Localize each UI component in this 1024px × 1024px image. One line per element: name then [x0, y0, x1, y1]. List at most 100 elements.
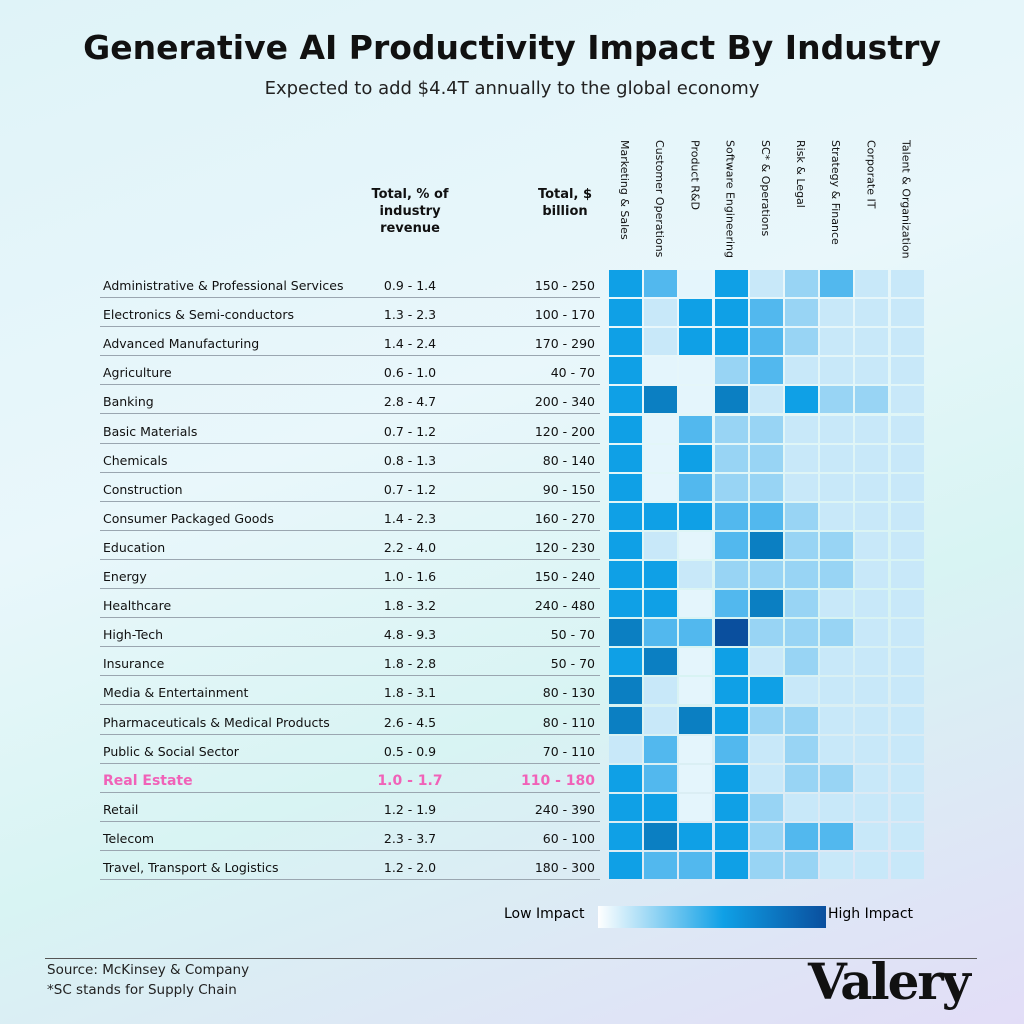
heat-cell	[749, 531, 783, 559]
heat-cell	[749, 299, 783, 327]
function-header: Customer Operations	[653, 140, 667, 258]
heat-cell	[785, 561, 818, 588]
revenue-range: 2.6 - 4.5	[383, 714, 437, 730]
heat-cell	[679, 473, 713, 501]
heat-cell	[890, 270, 924, 297]
heat-cell	[679, 270, 713, 297]
industry-name: High-Tech	[103, 627, 164, 643]
heat-cell	[785, 677, 818, 705]
heat-cell	[855, 502, 889, 530]
heat-cell	[890, 299, 924, 327]
subtitle: Expected to add $4.4T annually to the gl…	[264, 78, 760, 99]
legend-low: Low Impact	[504, 906, 585, 922]
heat-cell	[644, 328, 678, 356]
heat-cell	[749, 735, 783, 763]
row-rule	[100, 384, 600, 386]
heat-cell	[644, 822, 678, 850]
function-header: Talent & Organization	[899, 140, 913, 259]
total-range: 120 - 230	[534, 539, 595, 555]
function-header: Strategy & Finance	[829, 140, 843, 245]
row-rule	[100, 588, 600, 589]
heat-cell	[785, 852, 818, 879]
total-range: 40 - 70	[550, 365, 595, 381]
heat-cell	[714, 531, 748, 559]
heat-cell	[644, 386, 678, 414]
heat-cell	[749, 619, 783, 647]
heat-cell	[820, 590, 854, 618]
heat-cell	[679, 328, 713, 356]
total-range: 240 - 390	[534, 801, 595, 817]
heat-cell	[890, 822, 924, 850]
heat-cell	[820, 299, 854, 327]
heat-cell	[609, 706, 642, 734]
heat-cell	[609, 415, 642, 443]
heat-cell	[609, 852, 642, 879]
revenue-range: 2.8 - 4.7	[383, 394, 437, 410]
heat-cell	[855, 444, 889, 472]
heat-cell	[644, 764, 678, 792]
heat-cell	[890, 328, 924, 356]
heat-cell	[785, 502, 818, 530]
total-range: 50 - 70	[550, 627, 595, 643]
industry-name: Public & Social Sector	[103, 743, 239, 759]
footer-rule	[45, 958, 977, 959]
heat-cell	[785, 270, 818, 297]
heat-cell	[714, 444, 748, 472]
industry-name: Administrative & Professional Services	[103, 278, 344, 293]
heat-cell	[679, 677, 713, 705]
heat-cell	[749, 473, 783, 501]
industry-name: Energy	[103, 569, 147, 584]
revenue-range: 1.2 - 1.9	[383, 801, 437, 817]
heat-cell	[785, 648, 818, 676]
heat-cell	[749, 648, 783, 676]
total-range: 80 - 130	[542, 685, 595, 701]
heat-cell	[679, 735, 713, 763]
heat-cell	[644, 502, 678, 530]
heat-cell	[714, 386, 748, 414]
industry-name: Basic Materials	[103, 423, 198, 439]
industry-name: Consumer Packaged Goods	[103, 510, 274, 526]
heat-cell	[644, 735, 678, 763]
heat-cell	[609, 473, 642, 501]
heat-cell	[749, 852, 783, 879]
row-rule	[100, 617, 600, 619]
heat-cell	[855, 648, 889, 676]
heat-cell	[785, 328, 818, 356]
heat-cell	[644, 561, 678, 588]
heat-cell	[679, 706, 713, 734]
heat-cell	[785, 299, 818, 327]
revenue-range: 1.8 - 2.8	[383, 656, 437, 672]
total-range: 180 - 300	[534, 860, 595, 875]
total-range: 200 - 340	[534, 394, 595, 410]
heat-cell	[609, 502, 642, 530]
revenue-range: 1.2 - 2.0	[383, 860, 437, 875]
revenue-range: 1.4 - 2.4	[383, 336, 437, 352]
heat-cell	[820, 328, 854, 356]
industry-name: Banking	[103, 394, 154, 410]
row-rule	[100, 413, 600, 415]
heat-cell	[609, 735, 642, 763]
heat-cell	[749, 444, 783, 472]
heat-cell	[820, 793, 854, 821]
heat-cell	[785, 735, 818, 763]
heat-cell	[749, 386, 783, 414]
heat-cell	[820, 270, 854, 297]
heat-cell	[714, 852, 748, 879]
heat-cell	[714, 735, 748, 763]
row-rule	[100, 675, 600, 677]
heat-cell	[890, 415, 924, 443]
row-rule	[100, 529, 600, 531]
heat-cell	[855, 852, 889, 879]
heat-cell	[820, 735, 854, 763]
heat-cell	[644, 270, 678, 297]
heat-cell	[855, 415, 889, 443]
heat-cell	[609, 531, 642, 559]
heat-cell	[714, 561, 748, 588]
total-range: 170 - 290	[534, 336, 595, 352]
heat-cell	[644, 444, 678, 472]
heat-cell	[714, 415, 748, 443]
heat-cell	[644, 415, 678, 443]
heat-cell	[820, 561, 854, 588]
heat-cell	[820, 619, 854, 647]
